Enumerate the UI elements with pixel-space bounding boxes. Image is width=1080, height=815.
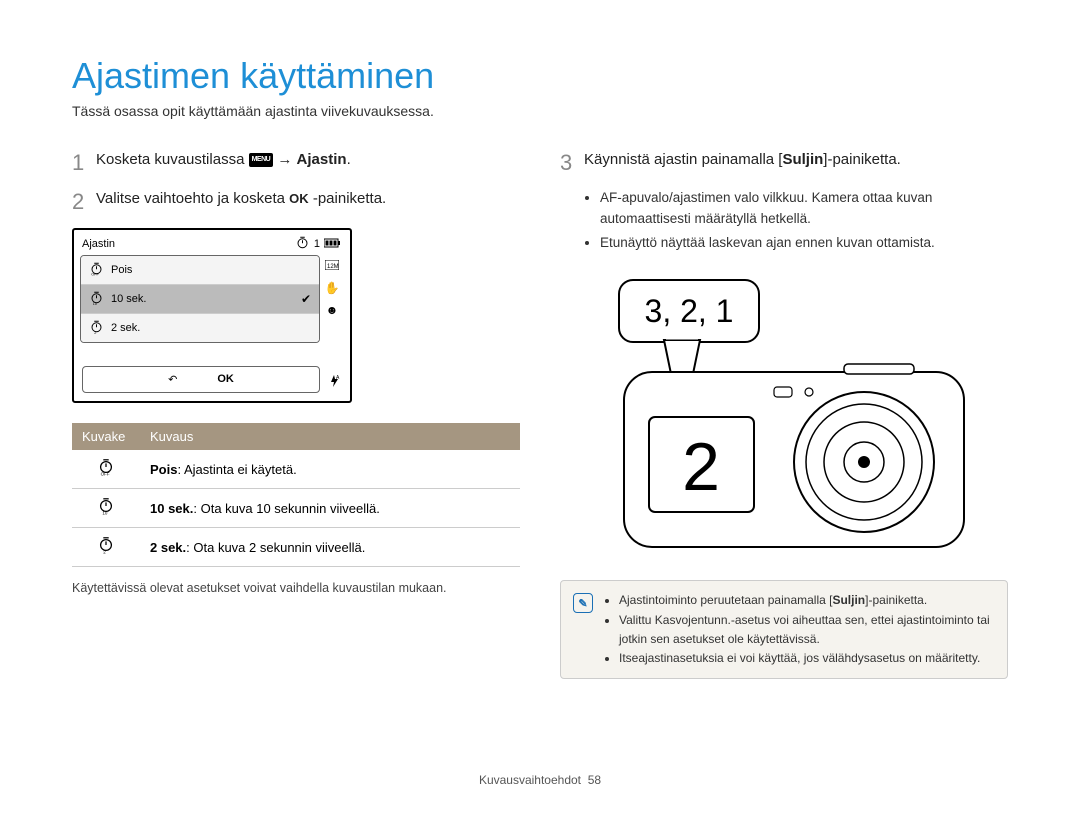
timer-2-icon: 2 xyxy=(72,528,140,567)
menu-icon: MENU xyxy=(249,153,274,168)
table-cell-desc: Pois: Ajastinta ei käytetä. xyxy=(140,450,520,489)
lcd-count: 1 xyxy=(314,238,320,250)
countdown-bubble-text: 3, 2, 1 xyxy=(645,293,734,329)
text: Valitse vaihtoehto ja kosketa xyxy=(96,190,289,207)
timer-mini-icon xyxy=(295,235,310,253)
step-number: 2 xyxy=(72,188,96,217)
text-bold: 2 sek. xyxy=(150,540,186,555)
camera-illustration: 3, 2, 1 2 xyxy=(560,272,1008,562)
info-item: Valittu Kasvojentunn.-asetus voi aiheutt… xyxy=(619,611,995,649)
text: . xyxy=(347,151,351,168)
svg-text:12M: 12M xyxy=(327,264,339,270)
text-bold: Ajastin xyxy=(297,151,347,168)
lcd-option-list: OFF Pois 10 10 sek. ✔ xyxy=(80,255,320,343)
step-number: 1 xyxy=(72,149,96,178)
lcd-item-label: 10 sek. xyxy=(111,293,293,305)
info-item: Ajastintoiminto peruutetaan painamalla [… xyxy=(619,591,995,610)
face-icon: ☻ xyxy=(326,303,339,317)
front-display-countdown: 2 xyxy=(682,429,720,505)
text-bold: 10 sek. xyxy=(150,501,193,516)
left-column: 1 Kosketa kuvaustilassa MENU → Ajastin. … xyxy=(72,149,520,679)
lcd-item-label: 2 sek. xyxy=(111,322,311,334)
camera-lcd-screenshot: Ajastin 1 O xyxy=(72,228,352,403)
step3-sub2: Etunäyttö näyttää laskevan ajan ennen ku… xyxy=(600,233,1008,254)
timer-10-icon: 10 xyxy=(89,290,103,308)
lcd-side-icons: 12M ✋ ☻ xyxy=(320,255,344,343)
text-bold: Suljin xyxy=(782,151,823,168)
check-icon: ✔ xyxy=(301,292,311,306)
step-1: 1 Kosketa kuvaustilassa MENU → Ajastin. xyxy=(72,149,520,178)
size-icon: 12M xyxy=(325,259,339,273)
step-text: Käynnistä ajastin painamalla [Suljin]-pa… xyxy=(584,149,901,178)
icon-description-table: Kuvake Kuvaus OFF Pois: Ajastinta ei käy… xyxy=(72,423,520,567)
lcd-top-icons: 1 xyxy=(295,235,342,253)
lcd-item-10sec[interactable]: 10 10 sek. ✔ xyxy=(81,285,319,314)
svg-text:10: 10 xyxy=(93,302,97,305)
step-text: Valitse vaihtoehto ja kosketa OK -painik… xyxy=(96,188,386,217)
availability-note: Käytettävissä olevat asetukset voivat va… xyxy=(72,581,520,595)
text: Käynnistä ajastin painamalla [ xyxy=(584,151,782,168)
lcd-item-label: Pois xyxy=(111,264,311,276)
battery-icon xyxy=(324,238,342,251)
text: Kosketa kuvaustilassa xyxy=(96,151,249,168)
page-subtitle: Tässä osassa opit käyttämään ajastinta v… xyxy=(72,103,1008,119)
svg-text:2: 2 xyxy=(94,331,96,334)
table-row: OFF Pois: Ajastinta ei käytetä. xyxy=(72,450,520,489)
table-header-desc: Kuvaus xyxy=(140,423,520,450)
ok-icon: OK xyxy=(289,191,309,206)
info-icon: ✎ xyxy=(573,593,593,613)
back-button[interactable]: ↶ xyxy=(168,373,177,386)
table-row: 10 10 sek.: Ota kuva 10 sekunnin viiveel… xyxy=(72,489,520,528)
page-footer: Kuvausvaihtoehdot 58 xyxy=(0,773,1080,787)
info-list: Ajastintoiminto peruutetaan painamalla [… xyxy=(603,591,995,668)
svg-text:OFF: OFF xyxy=(91,272,99,276)
table-row: 2 2 sek.: Ota kuva 2 sekunnin viiveellä. xyxy=(72,528,520,567)
timer-2-icon: 2 xyxy=(89,319,103,337)
text-bold: Pois xyxy=(150,462,177,477)
table-header-icon: Kuvake xyxy=(72,423,140,450)
text-bold: Suljin xyxy=(832,593,865,607)
footer-section: Kuvausvaihtoehdot xyxy=(479,773,581,787)
lcd-title: Ajastin xyxy=(82,238,115,250)
text: : Ajastinta ei käytetä. xyxy=(177,462,296,477)
text: → xyxy=(277,151,296,168)
step3-sub1: AF-apuvalo/ajastimen valo vilkkuu. Kamer… xyxy=(600,188,1008,230)
step-text: Kosketa kuvaustilassa MENU → Ajastin. xyxy=(96,149,351,178)
lcd-item-2sec[interactable]: 2 2 sek. xyxy=(81,314,319,342)
footer-page-number: 58 xyxy=(588,773,601,787)
ok-button[interactable]: OK xyxy=(217,373,234,386)
timer-off-icon: OFF xyxy=(72,450,140,489)
right-column: 3 Käynnistä ajastin painamalla [Suljin]-… xyxy=(560,149,1008,679)
step-2: 2 Valitse vaihtoehto ja kosketa OK -pain… xyxy=(72,188,520,217)
svg-text:10: 10 xyxy=(102,511,108,515)
step-number: 3 xyxy=(560,149,584,178)
text: : Ota kuva 2 sekunnin viiveellä. xyxy=(186,540,365,555)
page-title: Ajastimen käyttäminen xyxy=(72,55,1008,97)
text: -painiketta. xyxy=(313,190,386,207)
lcd-footer: ↶ OK xyxy=(82,366,320,393)
text: : Ota kuva 10 sekunnin viiveellä. xyxy=(193,501,379,516)
lcd-item-off[interactable]: OFF Pois xyxy=(81,256,319,285)
text: ]-painiketta. xyxy=(865,593,927,607)
flash-auto-icon: A xyxy=(328,374,342,391)
hand-icon: ✋ xyxy=(325,281,340,295)
table-cell-desc: 10 sek.: Ota kuva 10 sekunnin viiveellä. xyxy=(140,489,520,528)
text: ]-painiketta. xyxy=(823,151,901,168)
info-box: ✎ Ajastintoiminto peruutetaan painamalla… xyxy=(560,580,1008,679)
table-cell-desc: 2 sek.: Ota kuva 2 sekunnin viiveellä. xyxy=(140,528,520,567)
svg-text:OFF: OFF xyxy=(101,472,110,476)
text: Valittu Kasvojentunn.-asetus voi aiheutt… xyxy=(619,613,990,646)
text: Itseajastinasetuksia ei voi käyttää, jos… xyxy=(619,651,980,665)
text: Ajastintoiminto peruutetaan painamalla [ xyxy=(619,593,832,607)
timer-10-icon: 10 xyxy=(72,489,140,528)
timer-off-icon: OFF xyxy=(89,261,103,279)
svg-text:A: A xyxy=(336,375,340,381)
step-3: 3 Käynnistä ajastin painamalla [Suljin]-… xyxy=(560,149,1008,178)
info-item: Itseajastinasetuksia ei voi käyttää, jos… xyxy=(619,649,995,668)
